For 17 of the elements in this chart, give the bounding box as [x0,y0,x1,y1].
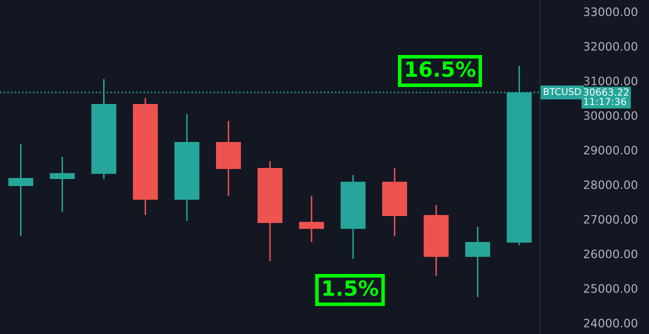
y-tick-label: 33000.00 [584,7,638,16]
y-tick-label: 25000.00 [584,284,638,293]
y-tick-label: 24000.00 [584,318,638,328]
text: 30663.22 11:17:36 [584,88,628,106]
annotation: 16.5% [406,61,476,78]
y-tick-label: 32000.00 [584,42,638,51]
y-tick-label: 30000.00 [584,111,638,120]
ref-line-label: BTCUSD [544,88,581,96]
candlestick [299,195,324,243]
y-tick-label: 31000.00 [584,76,638,86]
candlestick [8,143,34,237]
y-tick-label: 29000.00 [584,146,638,155]
y-tick-label: 26000.00 [584,250,638,258]
candlestick [50,156,75,213]
annotation: 1.5% [323,280,378,296]
y-tick-label: 27000.00 [584,214,638,224]
y-tick-label: 28000.00 [584,180,638,190]
